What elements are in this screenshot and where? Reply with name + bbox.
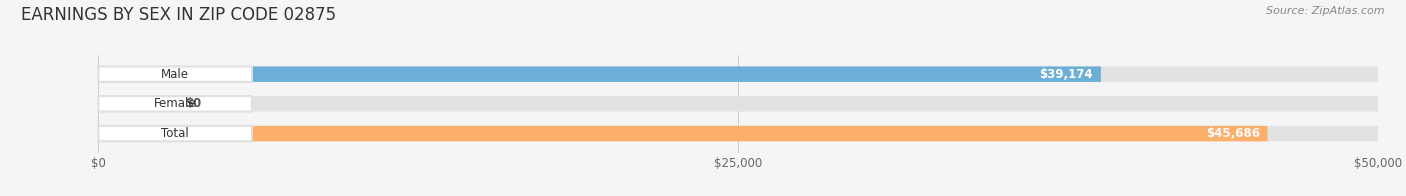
FancyBboxPatch shape [98, 96, 1378, 112]
FancyBboxPatch shape [98, 126, 1267, 141]
FancyBboxPatch shape [98, 126, 1378, 141]
Text: Total: Total [162, 127, 188, 140]
FancyBboxPatch shape [98, 126, 252, 141]
Text: $39,174: $39,174 [1039, 68, 1094, 81]
FancyBboxPatch shape [98, 66, 1101, 82]
Text: Male: Male [162, 68, 190, 81]
Text: Female: Female [153, 97, 197, 110]
Text: EARNINGS BY SEX IN ZIP CODE 02875: EARNINGS BY SEX IN ZIP CODE 02875 [21, 6, 336, 24]
Text: Source: ZipAtlas.com: Source: ZipAtlas.com [1267, 6, 1385, 16]
FancyBboxPatch shape [98, 96, 170, 112]
FancyBboxPatch shape [98, 66, 252, 82]
FancyBboxPatch shape [98, 66, 1378, 82]
FancyBboxPatch shape [98, 96, 252, 112]
Text: $0: $0 [186, 97, 201, 110]
Text: $45,686: $45,686 [1206, 127, 1260, 140]
